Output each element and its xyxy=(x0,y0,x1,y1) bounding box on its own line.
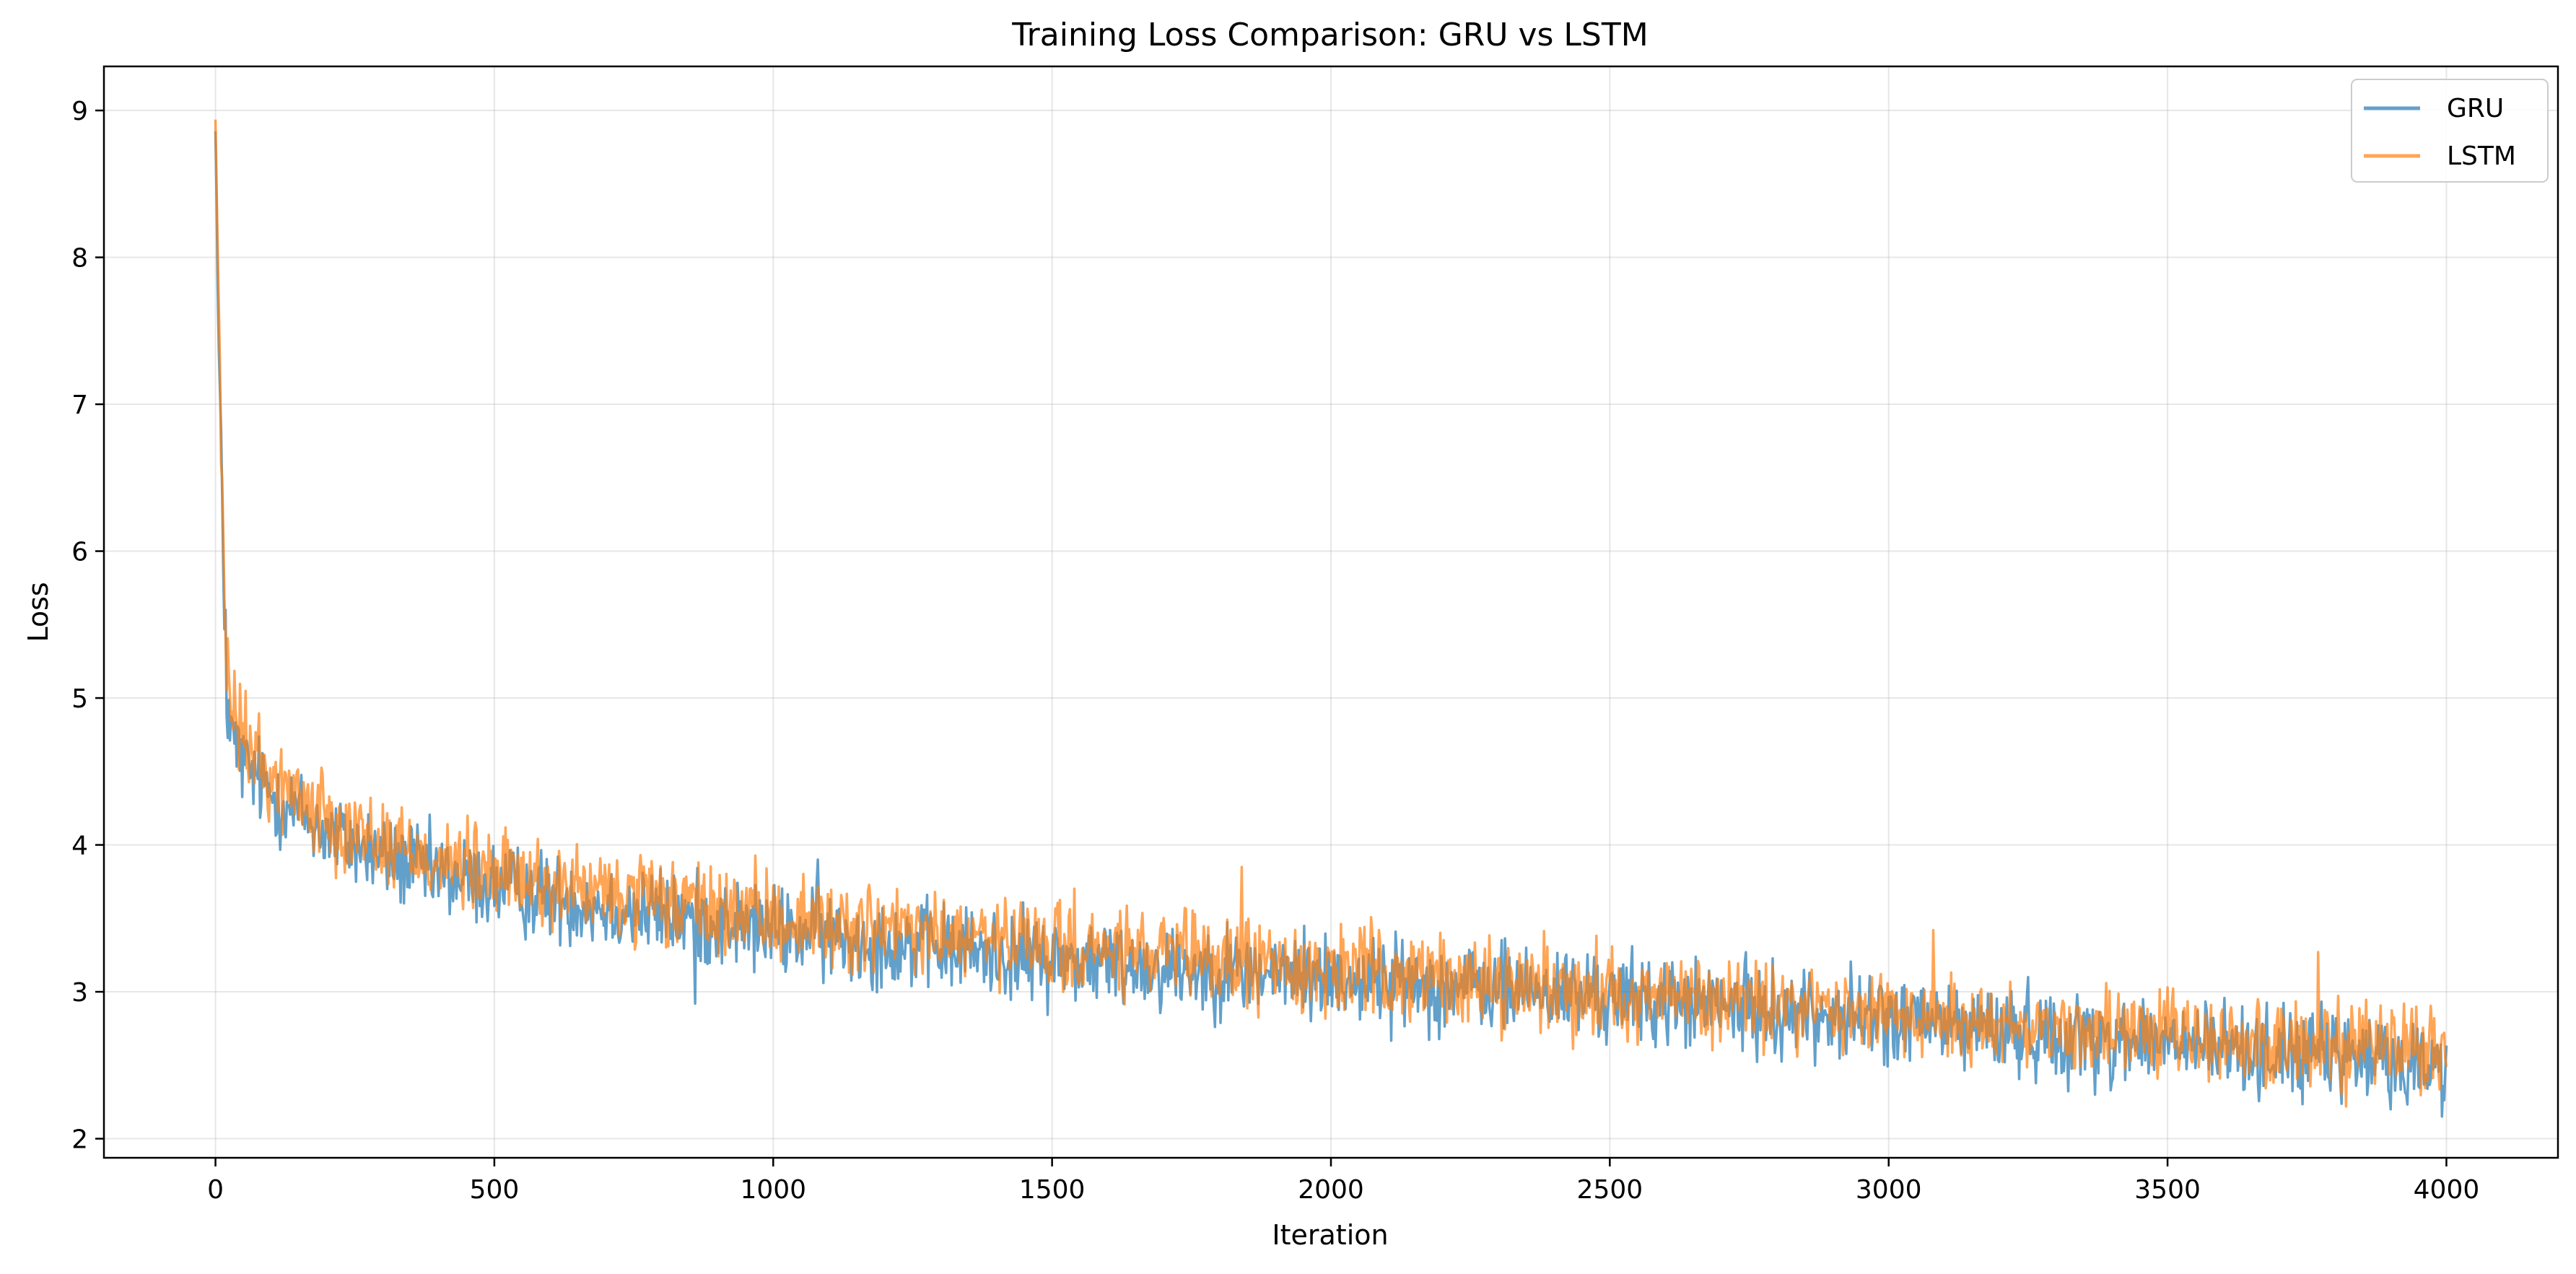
y-tick-label: 7 xyxy=(71,391,88,420)
grid-lines xyxy=(104,66,2558,1158)
x-tick-label: 3500 xyxy=(2134,1175,2201,1205)
legend: GRU LSTM xyxy=(2351,79,2549,183)
x-tick-label: 0 xyxy=(207,1175,224,1205)
x-tick-label: 4000 xyxy=(2414,1175,2480,1205)
y-tick-label: 5 xyxy=(71,684,88,714)
y-axis-ticks: 2 3 4 5 6 7 8 9 xyxy=(71,97,104,1155)
y-tick-label: 8 xyxy=(71,244,88,274)
x-tick-label: 1500 xyxy=(1019,1175,1086,1205)
x-tick-label: 3000 xyxy=(1856,1175,1922,1205)
y-tick-label: 3 xyxy=(71,978,88,1008)
x-axis-ticks: 0 500 1000 1500 2000 2500 3000 3500 4000 xyxy=(207,1158,2479,1205)
x-axis-label: Iteration xyxy=(1272,1219,1388,1251)
y-tick-label: 6 xyxy=(71,538,88,567)
legend-label-gru: GRU xyxy=(2447,94,2504,123)
chart-title: Training Loss Comparison: GRU vs LSTM xyxy=(1011,17,1648,53)
x-tick-label: 500 xyxy=(470,1175,520,1205)
series-line-lstm xyxy=(214,119,2448,1108)
y-tick-label: 9 xyxy=(71,97,88,126)
series-lines xyxy=(214,119,2448,1118)
y-tick-label: 2 xyxy=(71,1125,88,1155)
x-tick-label: 2500 xyxy=(1577,1175,1643,1205)
y-axis-label: Loss xyxy=(22,582,54,642)
y-tick-label: 4 xyxy=(71,832,88,861)
x-tick-label: 2000 xyxy=(1298,1175,1364,1205)
legend-label-lstm: LSTM xyxy=(2447,141,2516,171)
x-tick-label: 1000 xyxy=(740,1175,806,1205)
